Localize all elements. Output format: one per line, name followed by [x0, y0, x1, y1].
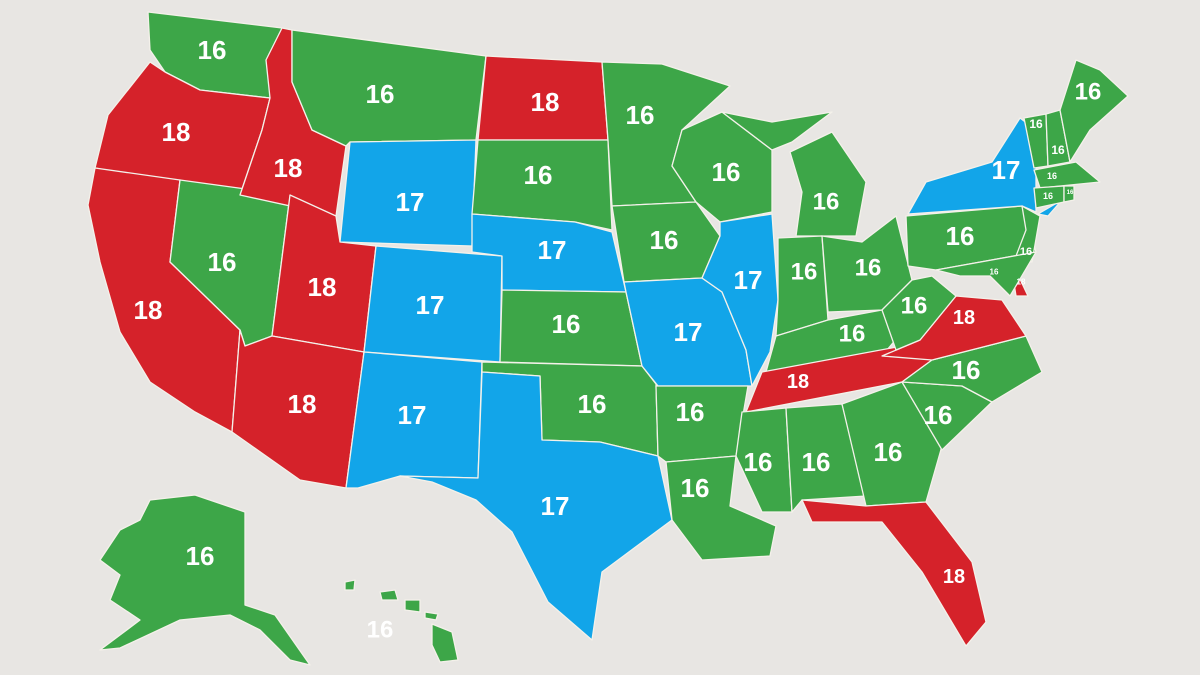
state-ak	[99, 494, 311, 666]
state-label-il: 17	[734, 265, 763, 295]
state-md	[935, 251, 1037, 297]
state-label-fl: 18	[943, 566, 965, 588]
state-la	[665, 455, 777, 561]
state-hi	[379, 589, 399, 601]
state-label-ut: 18	[308, 272, 337, 302]
state-label-wi: 16	[712, 157, 741, 187]
state-label-ma: 16	[1047, 171, 1057, 181]
state-ri	[1063, 185, 1075, 203]
state-tx	[399, 371, 673, 641]
state-label-ky: 16	[839, 321, 866, 348]
state-label-ms: 16	[744, 447, 773, 477]
state-shapes	[87, 11, 1129, 666]
state-label-nj: 16	[1020, 246, 1032, 258]
state-label-me: 16	[1075, 79, 1102, 106]
state-label-ia: 16	[650, 225, 679, 255]
state-label-hi: 16	[367, 617, 394, 644]
state-label-sc: 16	[924, 400, 953, 430]
state-label-wy: 17	[396, 187, 425, 217]
state-label-al: 16	[802, 447, 831, 477]
state-label-ct: 16	[1043, 191, 1053, 201]
state-ga	[841, 381, 943, 507]
state-label-va: 18	[953, 307, 975, 329]
state-label-wv: 16	[901, 293, 928, 320]
state-label-mo: 17	[674, 317, 703, 347]
state-label-ga: 16	[874, 437, 903, 467]
state-label-ks: 16	[552, 309, 581, 339]
state-ma	[1033, 161, 1101, 189]
state-label-mi: 16	[813, 189, 840, 216]
state-in	[775, 235, 829, 337]
state-ms	[735, 407, 793, 513]
state-label-mn: 16	[626, 100, 655, 130]
state-mi	[721, 111, 833, 151]
state-fl	[801, 499, 987, 647]
state-label-oh: 16	[855, 255, 882, 282]
state-label-az: 18	[288, 389, 317, 419]
state-label-nc: 16	[952, 355, 981, 385]
state-label-ar: 16	[676, 397, 705, 427]
state-label-or: 18	[162, 117, 191, 147]
state-hi	[424, 611, 439, 621]
state-label-tx: 17	[541, 491, 570, 521]
state-al	[785, 403, 867, 513]
state-label-ak: 16	[186, 541, 215, 571]
state-label-md: 16	[990, 268, 999, 277]
state-label-ri: 16	[1067, 190, 1074, 196]
state-label-id: 18	[274, 153, 303, 183]
state-mi	[789, 131, 867, 237]
state-label-wa: 16	[198, 35, 227, 65]
state-me	[1059, 59, 1129, 163]
state-label-nh: 16	[1051, 143, 1065, 157]
state-label-ny: 17	[992, 155, 1021, 185]
state-hi	[404, 599, 421, 613]
state-label-co: 17	[416, 290, 445, 320]
state-label-vt: 16	[1029, 117, 1043, 131]
state-wv	[881, 275, 957, 351]
state-label-la: 16	[681, 473, 710, 503]
state-label-nm: 17	[398, 400, 427, 430]
state-labels: 16 18 18 16 18 16 17 18 17 18 17 18 16 17 16 16 17 16 16 17…	[134, 35, 1102, 644]
state-label-tn: 18	[787, 371, 809, 393]
state-label-de: 18	[1017, 278, 1026, 287]
state-label-ca: 18	[134, 295, 163, 325]
state-hi	[431, 623, 459, 663]
state-label-pa: 16	[946, 221, 975, 251]
state-label-in: 16	[791, 259, 818, 286]
state-hi	[344, 579, 356, 591]
state-label-ne: 17	[538, 235, 567, 265]
state-label-mt: 16	[366, 79, 395, 109]
state-label-sd: 16	[524, 160, 553, 190]
state-sd	[471, 139, 613, 231]
state-label-ok: 16	[578, 389, 607, 419]
state-il	[701, 213, 779, 387]
state-label-nv: 16	[208, 247, 237, 277]
state-label-nd: 18	[531, 87, 560, 117]
